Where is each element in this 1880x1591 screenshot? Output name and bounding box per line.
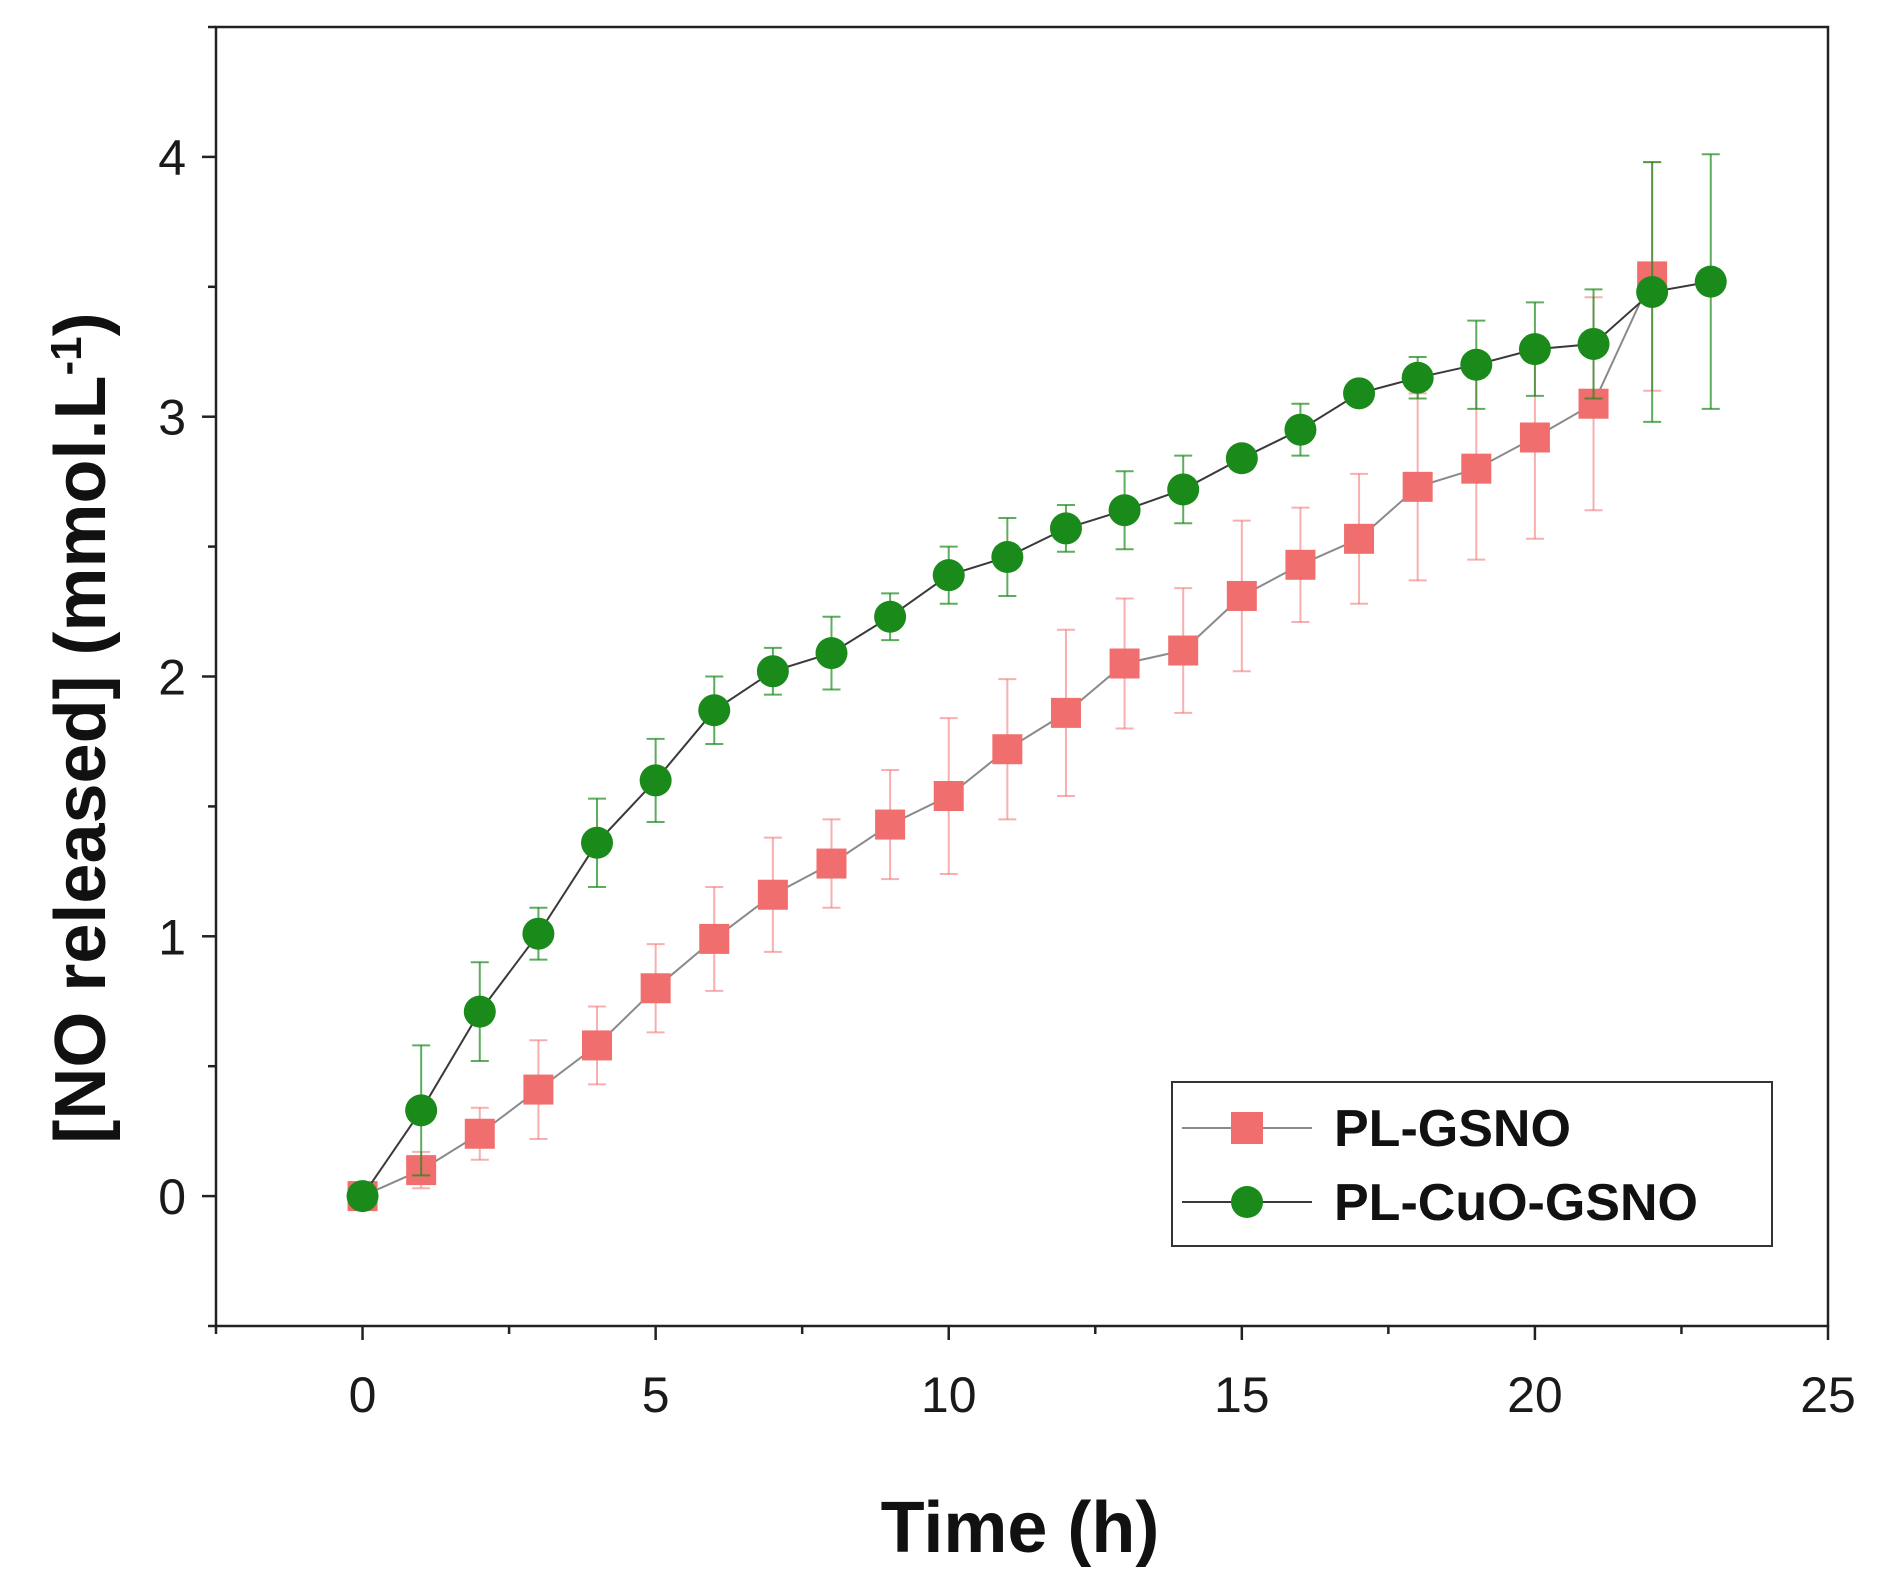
data-point-circle	[1284, 413, 1317, 446]
data-point-circle	[698, 694, 731, 727]
data-point-square	[816, 848, 847, 879]
data-point-circle	[1460, 348, 1493, 381]
data-point-square	[523, 1074, 554, 1105]
data-point-circle	[1343, 377, 1376, 410]
x-tick-label: 20	[1507, 1367, 1563, 1423]
data-point-circle	[756, 655, 789, 688]
legend-label-pl-gsno: PL-GSNO	[1334, 1100, 1571, 1158]
data-point-circle	[522, 917, 555, 950]
y-axis-title-main: [NO released] (mmol.L	[41, 375, 121, 1143]
series-pl-gsno	[347, 161, 1668, 1212]
legend-marker-pl-cuo-gsno	[1231, 1186, 1263, 1218]
x-tick-label: 25	[1800, 1367, 1856, 1423]
data-point-square	[699, 923, 730, 954]
data-point-square	[1168, 635, 1199, 666]
y-axis-title-close: )	[41, 312, 121, 336]
data-point-square	[933, 781, 964, 812]
data-point-circle	[1518, 333, 1551, 366]
data-point-circle	[1049, 512, 1082, 545]
y-axis-title-superscript: -1	[42, 336, 91, 375]
data-point-square	[1344, 523, 1375, 554]
data-point-square	[1519, 422, 1550, 453]
y-tick-label: 4	[158, 130, 186, 186]
legend-marker-pl-gsno	[1231, 1112, 1263, 1144]
x-tick-label: 0	[349, 1367, 377, 1423]
data-point-square	[992, 734, 1023, 765]
legend-box	[1171, 1081, 1773, 1247]
data-point-square	[1109, 648, 1140, 679]
data-point-square	[1402, 471, 1433, 502]
data-point-circle	[1694, 265, 1727, 298]
data-point-circle	[639, 764, 672, 797]
data-point-circle	[405, 1094, 438, 1127]
data-point-square	[1050, 697, 1081, 728]
x-tick-label: 5	[642, 1367, 670, 1423]
data-point-square	[1461, 453, 1492, 484]
y-axis-title: [NO released] (mmol.L-1)	[41, 312, 121, 1143]
series-line-pl-cuo-gsno	[361, 280, 1711, 1197]
y-tick-label: 2	[158, 650, 186, 706]
y-tick-label: 3	[158, 390, 186, 446]
data-point-circle	[346, 1180, 379, 1213]
data-point-circle	[1167, 473, 1200, 506]
data-point-square	[640, 973, 671, 1004]
data-point-circle	[1636, 275, 1669, 308]
data-point-circle	[1577, 327, 1610, 360]
series-pl-cuo-gsno	[346, 153, 1727, 1213]
data-point-circle	[1225, 442, 1258, 475]
data-point-circle	[581, 826, 614, 859]
y-tick-label: 0	[158, 1169, 186, 1225]
data-point-circle	[815, 637, 848, 670]
x-tick-label: 10	[921, 1367, 977, 1423]
x-tick-label: 15	[1214, 1367, 1270, 1423]
series-layer	[346, 153, 1727, 1213]
legend: PL-GSNO PL-CuO-GSNO	[1171, 1081, 1773, 1247]
data-point-square	[757, 879, 788, 910]
data-point-circle	[932, 559, 965, 592]
data-point-circle	[991, 540, 1024, 573]
data-point-circle	[1401, 361, 1434, 394]
legend-label-pl-cuo-gsno: PL-CuO-GSNO	[1334, 1174, 1698, 1232]
data-point-square	[464, 1118, 495, 1149]
data-point-square	[1285, 549, 1316, 580]
axes: 0 5 10 15 20 25 0 1 2 3 4	[158, 25, 1856, 1423]
data-point-square	[582, 1030, 613, 1061]
data-point-circle	[874, 600, 907, 633]
data-point-circle	[1108, 494, 1141, 527]
data-point-circle	[463, 995, 496, 1028]
y-tick-label: 1	[158, 909, 186, 965]
data-point-square	[1226, 580, 1257, 611]
x-axis-title: Time (h)	[881, 1488, 1160, 1568]
data-point-square	[875, 809, 906, 840]
